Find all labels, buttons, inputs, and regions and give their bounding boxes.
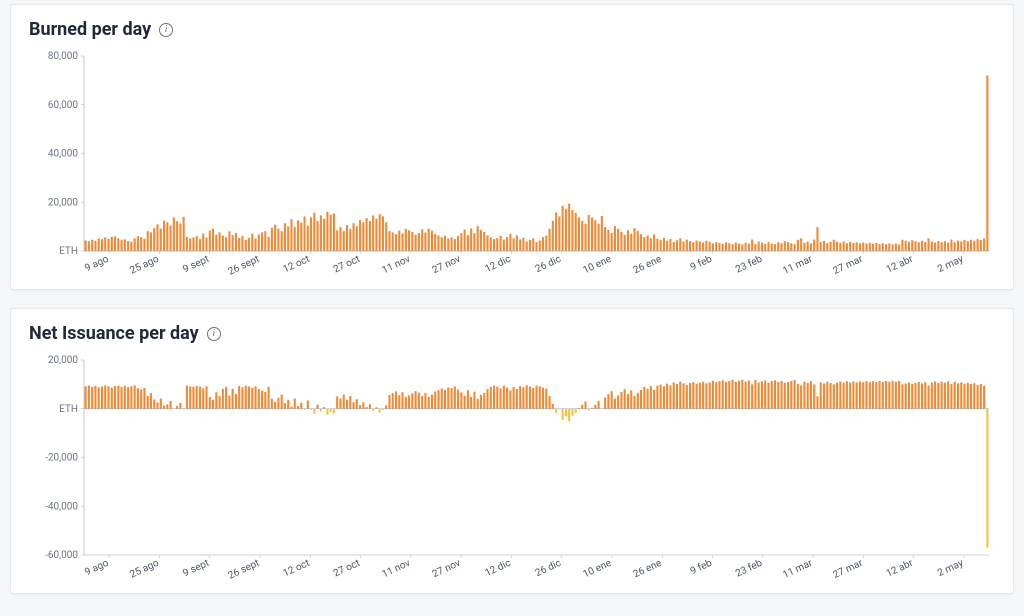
svg-text:-60,000: -60,000 xyxy=(45,550,78,561)
svg-text:9 sept: 9 sept xyxy=(181,558,211,580)
chart-title: Burned per day xyxy=(29,19,151,40)
svg-text:9 feb: 9 feb xyxy=(688,253,714,273)
chart-title: Net Issuance per day xyxy=(29,323,199,344)
svg-text:27 nov: 27 nov xyxy=(431,254,463,277)
svg-text:12 oct: 12 oct xyxy=(282,558,312,580)
issuance-chart-svg: 20,000 ETH -20,000 -40,000 -60,000 9 ago 25 ag… xyxy=(29,350,999,585)
svg-text:10 ene: 10 ene xyxy=(581,558,613,581)
svg-text:26 sept: 26 sept xyxy=(227,254,262,278)
svg-text:ETH: ETH xyxy=(59,404,78,415)
svg-text:12 abr: 12 abr xyxy=(885,253,916,275)
card-title-row: Net Issuance per day i xyxy=(29,323,995,344)
svg-text:9 ago: 9 ago xyxy=(83,254,110,275)
svg-text:12 abr: 12 abr xyxy=(885,557,916,579)
info-icon[interactable]: i xyxy=(207,327,221,341)
svg-text:-20,000: -20,000 xyxy=(45,453,78,464)
card-title-row: Burned per day i xyxy=(29,19,995,40)
info-icon[interactable]: i xyxy=(159,23,173,37)
svg-text:20,000: 20,000 xyxy=(48,355,78,366)
svg-text:20,000: 20,000 xyxy=(48,197,78,208)
issuance-chart: 20,000 ETH -20,000 -40,000 -60,000 9 ago 25 ag… xyxy=(29,350,995,585)
svg-text:9 sept: 9 sept xyxy=(181,254,211,276)
svg-text:2 may: 2 may xyxy=(936,254,965,275)
svg-text:9 ago: 9 ago xyxy=(83,558,110,579)
svg-text:40,000: 40,000 xyxy=(48,149,78,160)
burned-per-day-card: Burned per day i 80,000 60,000 40,000 20,00… xyxy=(10,4,1014,290)
svg-text:80,000: 80,000 xyxy=(48,51,78,62)
svg-text:27 oct: 27 oct xyxy=(332,558,362,580)
svg-text:23 feb: 23 feb xyxy=(734,253,765,276)
svg-text:11 nov: 11 nov xyxy=(380,254,412,277)
svg-text:25 ago: 25 ago xyxy=(128,254,161,277)
svg-text:26 dic: 26 dic xyxy=(534,254,563,275)
svg-text:60,000: 60,000 xyxy=(48,100,78,111)
svg-text:23 feb: 23 feb xyxy=(734,557,765,580)
net-issuance-card: Net Issuance per day i 20,000 ETH -20,000 -… xyxy=(10,308,1014,594)
svg-text:12 dic: 12 dic xyxy=(483,558,512,579)
svg-text:26 sept: 26 sept xyxy=(227,558,262,582)
svg-text:2 may: 2 may xyxy=(936,558,965,579)
svg-text:26 dic: 26 dic xyxy=(534,558,563,579)
svg-text:12 dic: 12 dic xyxy=(483,254,512,275)
svg-text:26 ene: 26 ene xyxy=(632,254,664,277)
svg-text:9 feb: 9 feb xyxy=(688,557,714,577)
svg-text:11 mar: 11 mar xyxy=(781,253,815,276)
svg-text:12 oct: 12 oct xyxy=(282,254,312,276)
svg-text:27 oct: 27 oct xyxy=(332,254,362,276)
svg-text:27 mar: 27 mar xyxy=(832,253,866,276)
svg-text:26 ene: 26 ene xyxy=(632,558,664,581)
svg-text:-40,000: -40,000 xyxy=(45,501,78,512)
svg-text:27 nov: 27 nov xyxy=(431,558,463,581)
svg-text:11 nov: 11 nov xyxy=(380,558,412,581)
svg-text:11 mar: 11 mar xyxy=(781,557,815,580)
svg-text:25 ago: 25 ago xyxy=(128,558,161,581)
burned-chart: 80,000 60,000 40,000 20,000 ETH 9 ago 25 ago 9 … xyxy=(29,46,995,281)
svg-text:27 mar: 27 mar xyxy=(832,557,866,580)
svg-text:ETH: ETH xyxy=(59,246,78,257)
burned-chart-svg: 80,000 60,000 40,000 20,000 ETH 9 ago 25 ago 9 … xyxy=(29,46,999,281)
svg-text:10 ene: 10 ene xyxy=(581,254,613,277)
